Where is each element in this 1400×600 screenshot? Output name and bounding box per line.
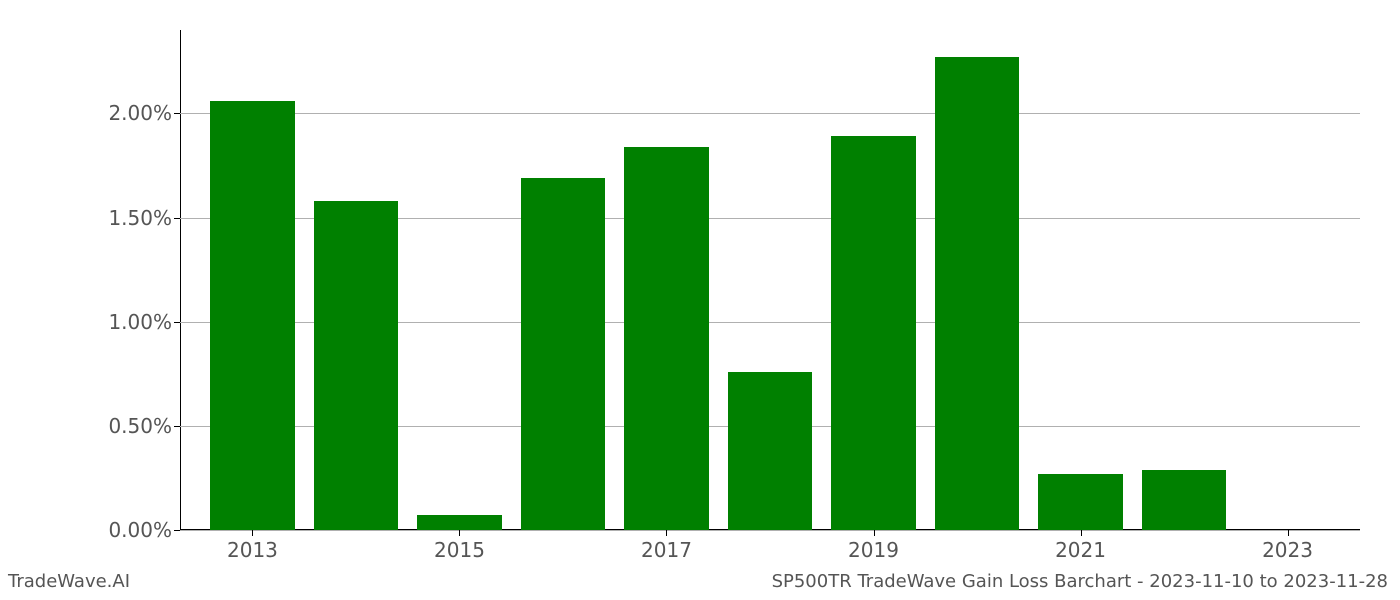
y-tick-mark bbox=[174, 426, 180, 427]
y-axis-line bbox=[180, 30, 181, 530]
x-tick-mark bbox=[1081, 530, 1082, 536]
bar bbox=[624, 147, 709, 530]
y-tick-mark bbox=[174, 530, 180, 531]
x-tick-label: 2015 bbox=[434, 538, 485, 562]
bar bbox=[314, 201, 399, 530]
plot-area bbox=[180, 30, 1360, 530]
footer-title: SP500TR TradeWave Gain Loss Barchart - 2… bbox=[772, 571, 1388, 592]
y-tick-label: 0.50% bbox=[108, 414, 172, 438]
x-tick-label: 2023 bbox=[1262, 538, 1313, 562]
x-tick-mark bbox=[666, 530, 667, 536]
gridline bbox=[180, 113, 1360, 114]
bar bbox=[521, 178, 606, 530]
y-tick-mark bbox=[174, 218, 180, 219]
bar bbox=[831, 136, 916, 530]
y-tick-mark bbox=[174, 322, 180, 323]
x-tick-mark bbox=[874, 530, 875, 536]
bar bbox=[1142, 470, 1227, 530]
bar bbox=[210, 101, 295, 530]
bar bbox=[417, 515, 502, 530]
y-tick-label: 0.00% bbox=[108, 518, 172, 542]
bar bbox=[935, 57, 1020, 530]
y-tick-label: 1.50% bbox=[108, 206, 172, 230]
y-tick-label: 2.00% bbox=[108, 101, 172, 125]
x-tick-label: 2017 bbox=[641, 538, 692, 562]
x-tick-label: 2019 bbox=[848, 538, 899, 562]
x-tick-mark bbox=[459, 530, 460, 536]
x-tick-mark bbox=[252, 530, 253, 536]
x-tick-label: 2021 bbox=[1055, 538, 1106, 562]
y-tick-label: 1.00% bbox=[108, 310, 172, 334]
y-tick-mark bbox=[174, 113, 180, 114]
x-tick-mark bbox=[1288, 530, 1289, 536]
bar bbox=[1038, 474, 1123, 530]
x-tick-label: 2013 bbox=[227, 538, 278, 562]
gridline bbox=[180, 530, 1360, 531]
footer-credit: TradeWave.AI bbox=[8, 571, 130, 592]
bar bbox=[728, 372, 813, 530]
